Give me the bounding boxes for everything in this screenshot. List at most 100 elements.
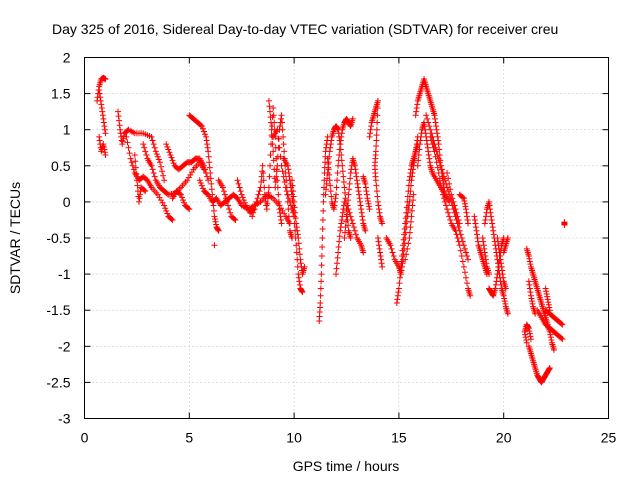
data-point <box>204 141 211 148</box>
data-point <box>285 213 292 220</box>
data-point <box>346 186 353 193</box>
data-point <box>428 130 435 137</box>
data-point <box>181 199 188 206</box>
data-point <box>544 293 551 300</box>
data-point <box>318 262 325 269</box>
data-point <box>527 289 534 296</box>
data-point <box>374 105 381 112</box>
data-point <box>338 157 345 164</box>
data-point <box>255 191 262 198</box>
data-point <box>267 114 274 121</box>
data-point <box>498 260 505 267</box>
data-point <box>335 130 342 137</box>
data-point <box>435 170 442 177</box>
data-point <box>347 235 354 241</box>
data-point <box>338 216 345 223</box>
data-point <box>186 206 193 213</box>
data-point <box>235 180 242 187</box>
data-point <box>430 144 437 151</box>
data-point <box>276 206 283 213</box>
data-point <box>199 125 206 132</box>
data-point <box>116 117 123 124</box>
data-point <box>454 235 461 241</box>
data-point <box>127 155 134 162</box>
data-point <box>210 207 217 214</box>
data-point <box>459 194 466 201</box>
data-point <box>125 144 132 151</box>
data-point <box>327 188 334 195</box>
data-point <box>522 334 529 341</box>
data-point <box>501 298 508 305</box>
data-point <box>100 141 107 148</box>
data-point <box>335 249 342 256</box>
data-point <box>551 346 558 353</box>
data-point <box>352 231 359 238</box>
data-point <box>98 101 105 108</box>
data-point <box>341 229 348 236</box>
data-point <box>296 278 303 285</box>
data-point <box>410 197 417 204</box>
data-point <box>526 327 533 334</box>
data-point <box>156 194 163 201</box>
data-point <box>327 182 334 189</box>
data-point <box>156 159 163 166</box>
data-point <box>347 213 354 220</box>
data-point <box>363 191 370 198</box>
data-point <box>279 168 286 175</box>
data-point <box>253 198 260 205</box>
data-point <box>446 213 453 220</box>
data-point <box>486 202 493 209</box>
data-point <box>352 166 359 173</box>
data-point <box>406 235 413 241</box>
data-point <box>460 263 467 270</box>
data-point <box>289 182 296 189</box>
data-point <box>355 188 362 195</box>
data-point <box>128 159 135 166</box>
data-point <box>451 202 458 209</box>
data-point <box>280 173 287 180</box>
data-point <box>270 148 277 155</box>
data-point <box>399 253 406 260</box>
data-point <box>453 231 460 238</box>
data-point <box>289 177 296 184</box>
data-point <box>428 137 435 144</box>
data-point <box>367 130 374 137</box>
data-point <box>327 141 334 148</box>
data-point <box>344 202 351 209</box>
data-point <box>252 202 259 209</box>
data-point <box>278 115 284 122</box>
data-point <box>545 301 552 308</box>
data-point <box>260 177 267 184</box>
data-point <box>96 86 103 93</box>
data-point <box>462 274 469 281</box>
data-point <box>205 148 212 155</box>
data-point <box>337 141 344 148</box>
data-point <box>438 186 445 193</box>
data-point <box>260 170 267 177</box>
data-point <box>374 198 381 205</box>
x-tick-label: 15 <box>391 430 407 446</box>
data-point <box>158 163 165 170</box>
data-point <box>373 188 380 195</box>
data-point <box>341 184 348 191</box>
data-point <box>387 242 394 249</box>
data-point <box>347 170 354 177</box>
data-point <box>444 184 451 191</box>
data-point <box>413 105 420 112</box>
data-point <box>482 213 489 220</box>
data-point <box>335 244 342 251</box>
data-point <box>208 180 215 187</box>
data-point <box>198 123 205 130</box>
data-point <box>281 210 288 217</box>
data-point <box>206 159 213 166</box>
data-point <box>425 151 432 158</box>
data-point <box>208 186 215 193</box>
data-point <box>407 218 414 225</box>
data-point <box>200 162 207 169</box>
data-point <box>196 177 203 184</box>
data-point <box>280 141 287 148</box>
data-point <box>499 271 506 278</box>
data-point <box>480 238 487 245</box>
data-point <box>482 256 489 263</box>
data-point <box>400 236 407 243</box>
